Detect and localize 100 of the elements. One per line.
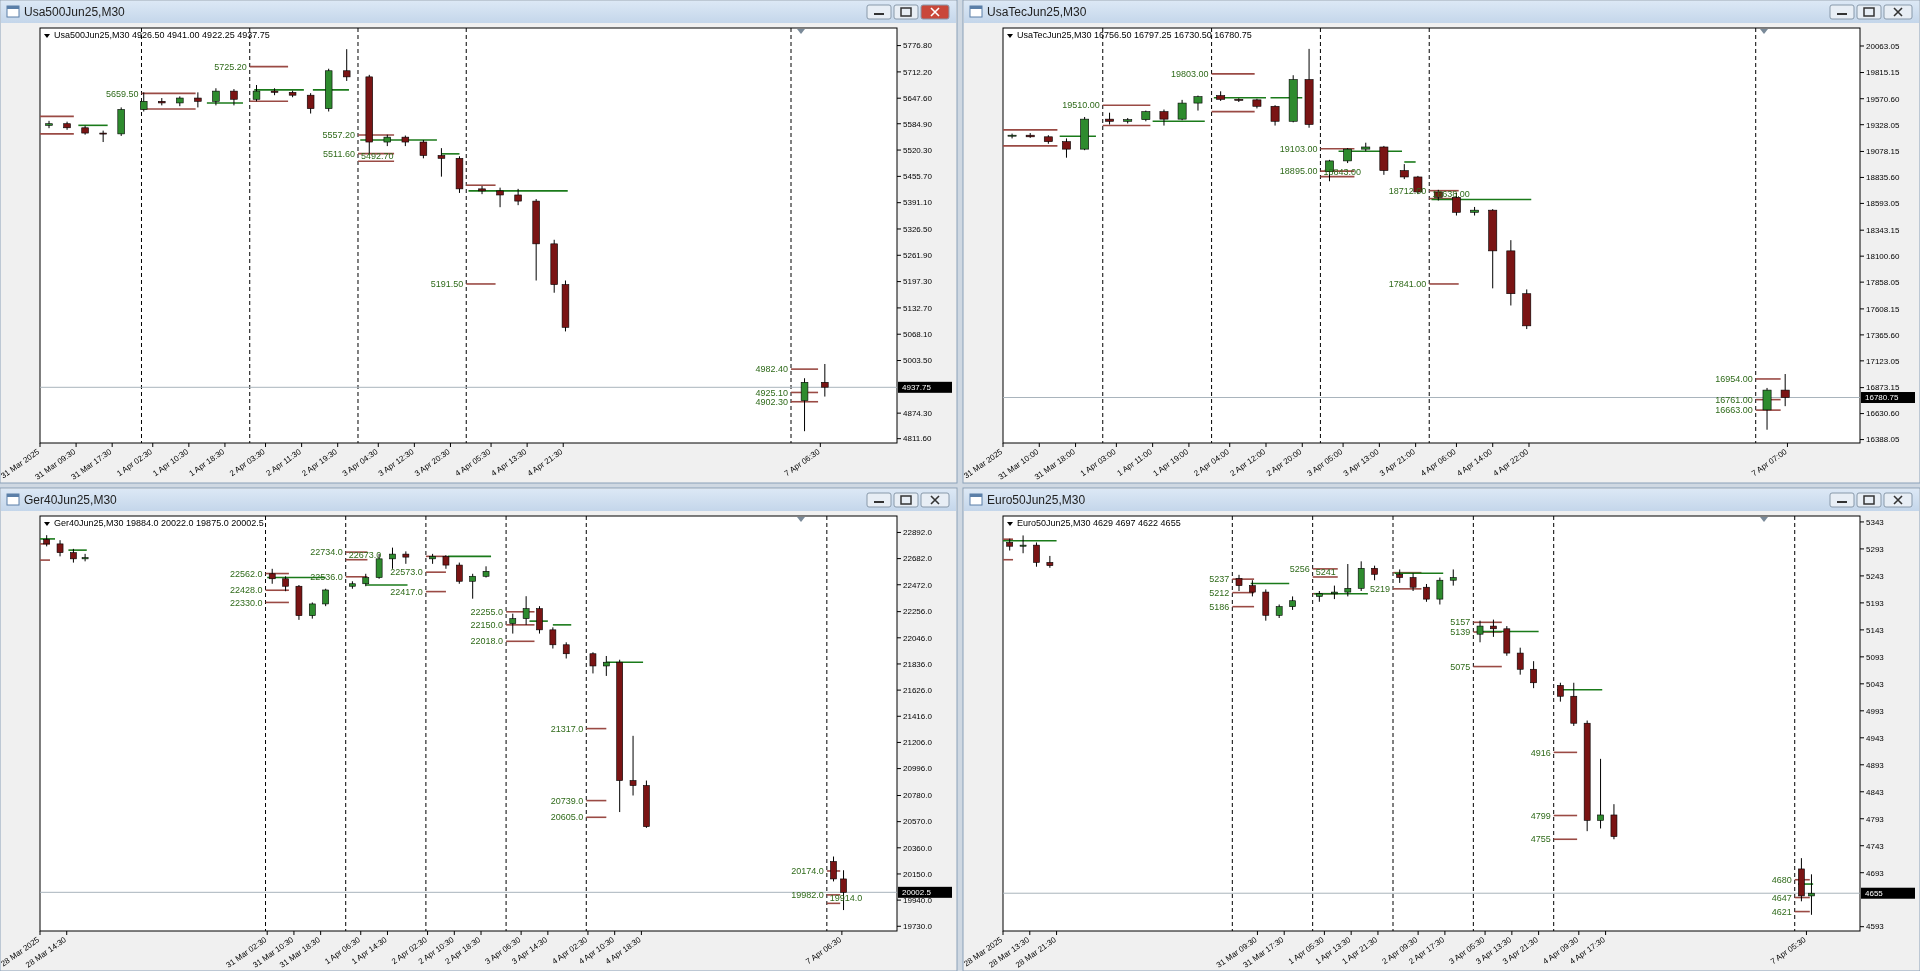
y-tick-label: 21416.0 [903, 712, 933, 722]
y-tick-label: 19078.15 [1866, 147, 1900, 157]
y-tick-label: 4593 [1866, 922, 1885, 932]
y-tick-label: 16388.05 [1866, 435, 1900, 445]
y-tick-label: 5584.90 [903, 119, 933, 129]
annotation: 21317.0 [550, 723, 584, 734]
annotation: 4647 [1771, 892, 1792, 903]
annotation: 22150.0 [470, 620, 504, 631]
chart-title: Euro50Jun25,M30 [987, 493, 1086, 507]
y-tick-label: 5776.80 [903, 41, 933, 51]
annotation: 5241 [1315, 566, 1336, 577]
y-tick-label: 21206.0 [903, 738, 933, 748]
y-tick-label: 17858.05 [1866, 277, 1900, 287]
ref-line-label: 4937.75 [902, 383, 932, 393]
y-tick-label: 5455.70 [903, 172, 933, 182]
annotation: 19803.00 [1171, 68, 1209, 79]
annotation: 22417.0 [390, 586, 423, 597]
y-tick-label: 5520.30 [903, 145, 933, 155]
y-tick-label: 5326.50 [903, 224, 933, 234]
annotation: 5139 [1450, 627, 1471, 638]
y-tick-label: 4874.30 [903, 408, 933, 418]
annotation: 4680 [1771, 874, 1792, 885]
y-tick-label: 21836.0 [903, 659, 933, 669]
annotation: 22536.0 [310, 571, 343, 582]
annotation: 5492.70 [360, 151, 394, 162]
annotation: 4982.40 [755, 364, 788, 375]
annotation: 5256 [1289, 564, 1310, 575]
chart-subtitle: Euro50Jun25,M30 4629 4697 4622 4655 [1017, 518, 1181, 528]
y-tick-label: 5143 [1866, 625, 1885, 635]
ref-line-label: 20002.5 [902, 888, 932, 898]
y-tick-label: 4943 [1866, 733, 1885, 743]
y-tick-label: 20780.0 [903, 791, 933, 801]
annotation: 4902.30 [755, 396, 788, 407]
y-tick-label: 5197.30 [903, 277, 933, 287]
chart-title: Ger40Jun25,M30 [24, 493, 118, 507]
chart-subtitle: UsaTecJun25,M30 16756.50 16797.25 16730.50 16780.75 [1017, 30, 1252, 40]
annotation: 5212 [1209, 587, 1230, 598]
annotation: 20605.0 [550, 812, 584, 823]
y-tick-label: 4993 [1866, 706, 1885, 716]
chart-subtitle: Ger40Jun25,M30 19884.0 20022.0 19875.0 20002.5 [54, 518, 264, 528]
annotation: 5157 [1450, 617, 1471, 628]
annotation: 5511.60 [323, 148, 355, 159]
annotation: 5725.20 [214, 61, 247, 72]
y-tick-label: 19730.0 [903, 922, 933, 932]
annotation: 22018.0 [470, 636, 504, 647]
annotation: 16761.00 [1715, 394, 1753, 405]
annotation: 5557.20 [322, 130, 355, 141]
y-tick-label: 5043 [1866, 679, 1885, 689]
y-tick-label: 19815.15 [1866, 68, 1900, 78]
annotation: 5075 [1450, 661, 1471, 672]
y-tick-label: 20570.0 [903, 817, 933, 827]
y-tick-label: 21626.0 [903, 685, 933, 695]
y-tick-label: 4693 [1866, 868, 1885, 878]
annotation: 5219 [1369, 584, 1390, 594]
annotation: 19103.00 [1279, 143, 1318, 154]
chart-title: Usa500Jun25,M30 [24, 5, 126, 19]
y-tick-label: 4743 [1866, 841, 1885, 851]
y-tick-label: 5068.10 [903, 330, 933, 340]
y-tick-label: 5243 [1866, 571, 1885, 581]
y-tick-label: 4793 [1866, 814, 1885, 824]
y-tick-label: 19328.05 [1866, 120, 1900, 130]
y-tick-label: 22472.0 [903, 580, 933, 590]
y-tick-label: 18100.60 [1866, 251, 1900, 261]
y-tick-label: 17123.05 [1866, 356, 1900, 366]
y-tick-label: 20360.0 [903, 843, 933, 853]
annotation: 4755 [1530, 834, 1551, 845]
y-tick-label: 16630.60 [1866, 409, 1900, 419]
y-tick-label: 22046.0 [903, 633, 933, 643]
annotation: 16954.00 [1715, 374, 1753, 385]
y-tick-label: 19570.60 [1866, 94, 1900, 104]
y-tick-label: 22892.0 [903, 528, 933, 538]
annotation: 19982.0 [791, 890, 824, 901]
y-tick-label: 18835.60 [1866, 173, 1900, 183]
annotation: 4799 [1530, 810, 1551, 821]
annotation: 4916 [1530, 747, 1551, 758]
annotation: 5191.50 [430, 279, 464, 290]
y-tick-label: 16873.15 [1866, 383, 1900, 393]
annotation: 17841.00 [1388, 279, 1427, 290]
annotation: 20739.0 [550, 795, 584, 806]
y-tick-label: 22682.0 [903, 554, 933, 564]
ref-line-label: 16780.75 [1865, 393, 1899, 403]
annotation: 22428.0 [229, 585, 263, 596]
chart-subtitle: Usa500Jun25,M30 4926.50 4941.00 4922.25 4937.75 [54, 30, 270, 40]
annotation: 5659.50 [105, 88, 139, 99]
y-tick-label: 5132.70 [903, 303, 933, 313]
y-tick-label: 19940.0 [903, 895, 933, 905]
annotation: 4621 [1771, 906, 1792, 917]
annotation: 19510.00 [1062, 100, 1100, 111]
y-tick-label: 17608.15 [1866, 304, 1900, 314]
y-tick-label: 5343 [1866, 517, 1885, 527]
y-tick-label: 20063.05 [1866, 41, 1900, 51]
annotation: 22562.0 [229, 568, 263, 579]
annotation: 22255.0 [470, 606, 504, 617]
y-tick-label: 4843 [1866, 787, 1885, 797]
annotation: 22673.0 [348, 549, 382, 560]
y-tick-label: 4811.60 [903, 434, 932, 444]
y-tick-label: 18343.15 [1866, 225, 1900, 235]
annotation: 5237 [1209, 574, 1230, 585]
chart-title: UsaTecJun25,M30 [987, 5, 1087, 19]
y-tick-label: 5391.10 [903, 198, 933, 208]
